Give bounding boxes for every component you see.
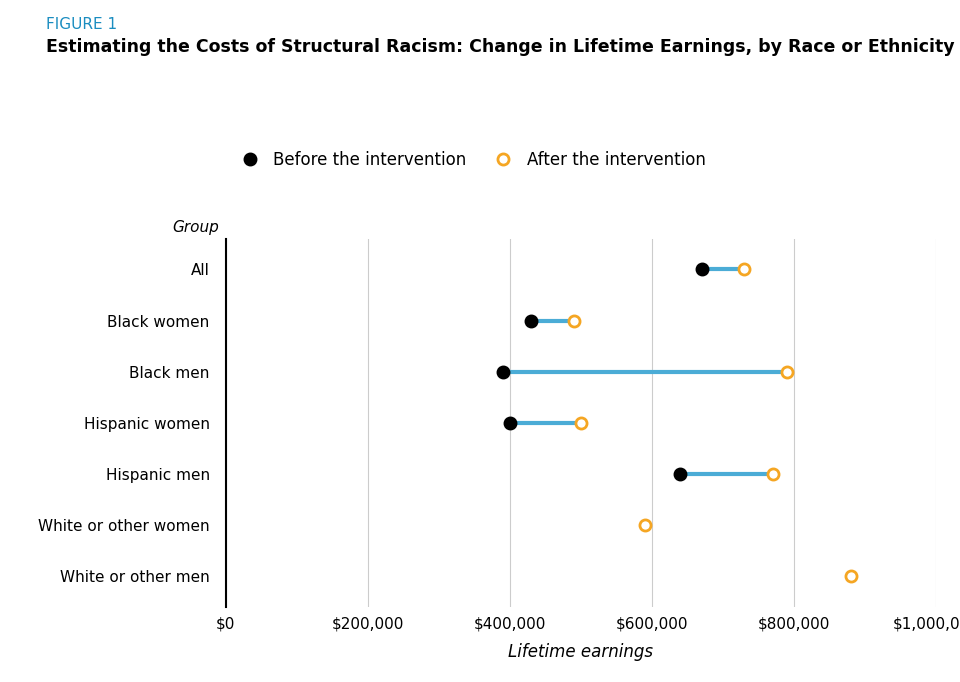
Text: Group: Group [172,220,219,235]
Text: FIGURE 1: FIGURE 1 [46,17,117,32]
Legend: Before the intervention, After the intervention: Before the intervention, After the inter… [227,144,712,175]
Text: Estimating the Costs of Structural Racism: Change in Lifetime Earnings, by Race : Estimating the Costs of Structural Racis… [46,38,960,55]
X-axis label: Lifetime earnings: Lifetime earnings [508,643,654,661]
